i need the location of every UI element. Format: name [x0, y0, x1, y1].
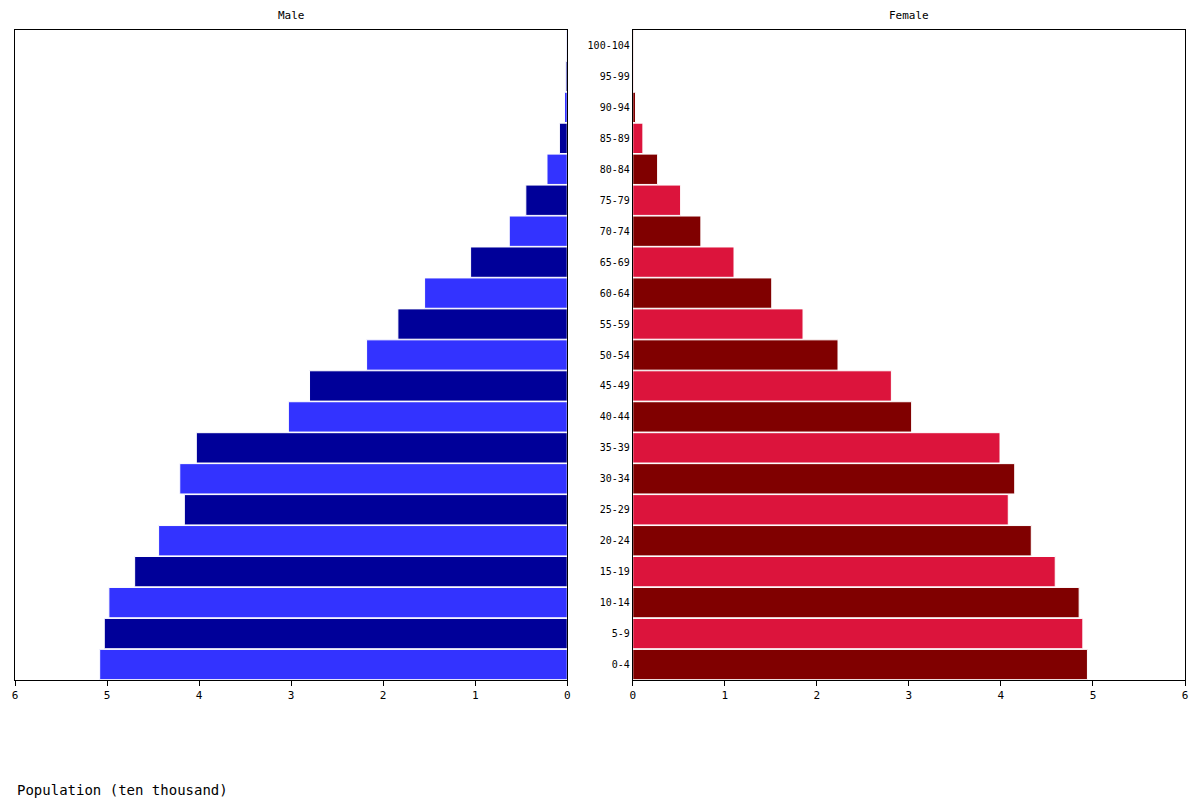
- svg-text:3: 3: [288, 689, 295, 702]
- svg-text:45-49: 45-49: [600, 380, 630, 391]
- svg-text:5: 5: [1090, 689, 1097, 702]
- svg-text:0-4: 0-4: [612, 659, 630, 670]
- svg-text:60-64: 60-64: [600, 288, 630, 299]
- svg-text:20-24: 20-24: [600, 535, 630, 546]
- svg-text:15-19: 15-19: [600, 566, 630, 577]
- svg-text:6: 6: [12, 689, 19, 702]
- svg-text:100-104: 100-104: [588, 40, 630, 51]
- svg-text:4: 4: [196, 689, 203, 702]
- svg-text:1: 1: [721, 689, 728, 702]
- svg-text:5-9: 5-9: [612, 628, 630, 639]
- svg-text:40-44: 40-44: [600, 411, 630, 422]
- svg-text:35-39: 35-39: [600, 442, 630, 453]
- svg-text:5: 5: [104, 689, 111, 702]
- svg-text:55-59: 55-59: [600, 319, 630, 330]
- svg-text:Female: Female: [889, 9, 929, 22]
- svg-text:2: 2: [814, 689, 821, 702]
- svg-text:65-69: 65-69: [600, 257, 630, 268]
- svg-text:95-99: 95-99: [600, 71, 630, 82]
- svg-text:90-94: 90-94: [600, 102, 630, 113]
- svg-text:75-79: 75-79: [600, 195, 630, 206]
- svg-text:30-34: 30-34: [600, 473, 630, 484]
- svg-text:Population (ten thousand): Population (ten thousand): [17, 782, 228, 798]
- svg-text:0: 0: [629, 689, 636, 702]
- svg-text:85-89: 85-89: [600, 133, 630, 144]
- svg-text:6: 6: [1182, 689, 1189, 702]
- svg-text:25-29: 25-29: [600, 504, 630, 515]
- svg-text:1: 1: [472, 689, 479, 702]
- svg-text:80-84: 80-84: [600, 164, 630, 175]
- svg-text:4: 4: [998, 689, 1005, 702]
- svg-text:50-54: 50-54: [600, 350, 630, 361]
- svg-text:70-74: 70-74: [600, 226, 630, 237]
- svg-text:2: 2: [380, 689, 387, 702]
- svg-text:3: 3: [906, 689, 913, 702]
- svg-text:10-14: 10-14: [600, 597, 630, 608]
- svg-text:0: 0: [564, 689, 571, 702]
- svg-text:Male: Male: [278, 9, 305, 22]
